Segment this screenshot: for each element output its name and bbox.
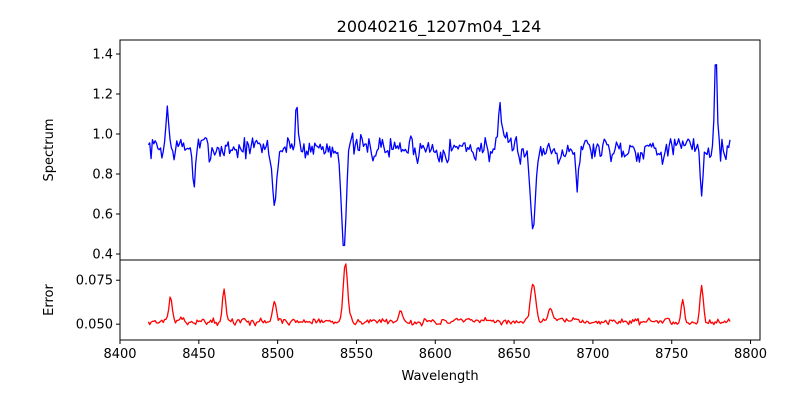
- series-line: [147, 64, 731, 247]
- error-y-axis-label: Error: [42, 284, 57, 316]
- error-panel: 0.050 0.075 Error: [42, 259, 761, 341]
- spectrum-y-ticks: 0.4 0.6 0.8 1.0 1.2 1.4: [92, 48, 120, 263]
- y-tick-label: 1.0: [92, 128, 113, 143]
- x-tick-label: 8650: [498, 347, 531, 362]
- y-tick-label: 0.4: [92, 248, 113, 263]
- x-tick-label: 8500: [261, 347, 294, 362]
- x-tick-label: 8450: [182, 347, 215, 362]
- x-tick-label: 8550: [340, 347, 373, 362]
- spectrum-panel: 0.4 0.6 0.8 1.0 1.2 1.4 Spectrum: [42, 39, 761, 263]
- x-tick-label: 8800: [734, 347, 767, 362]
- y-tick-label: 0.075: [76, 274, 113, 289]
- y-tick-label: 1.2: [92, 88, 113, 103]
- x-tick-label: 8750: [655, 347, 688, 362]
- series-line: [147, 263, 731, 327]
- x-axis-label: Wavelength: [401, 369, 478, 384]
- y-tick-label: 0.8: [92, 168, 113, 183]
- y-tick-label: 0.6: [92, 208, 113, 223]
- x-tick-label: 8400: [103, 347, 136, 362]
- error-plot-frame: [119, 259, 761, 341]
- y-tick-label: 0.050: [76, 318, 113, 333]
- error-series: [147, 263, 731, 327]
- y-tick-label: 1.4: [92, 48, 113, 63]
- spectrum-series: [147, 64, 731, 247]
- chart-title: 20040216_1207m04_124: [337, 17, 542, 37]
- x-axis-ticks: 8400 8450 8500 8550 8600 8650 8700 8750 8800: [103, 340, 767, 362]
- x-tick-label: 8700: [576, 347, 609, 362]
- x-tick-label: 8600: [419, 347, 452, 362]
- spectrum-y-axis-label: Spectrum: [42, 119, 57, 182]
- error-y-ticks: 0.050 0.075: [76, 274, 120, 333]
